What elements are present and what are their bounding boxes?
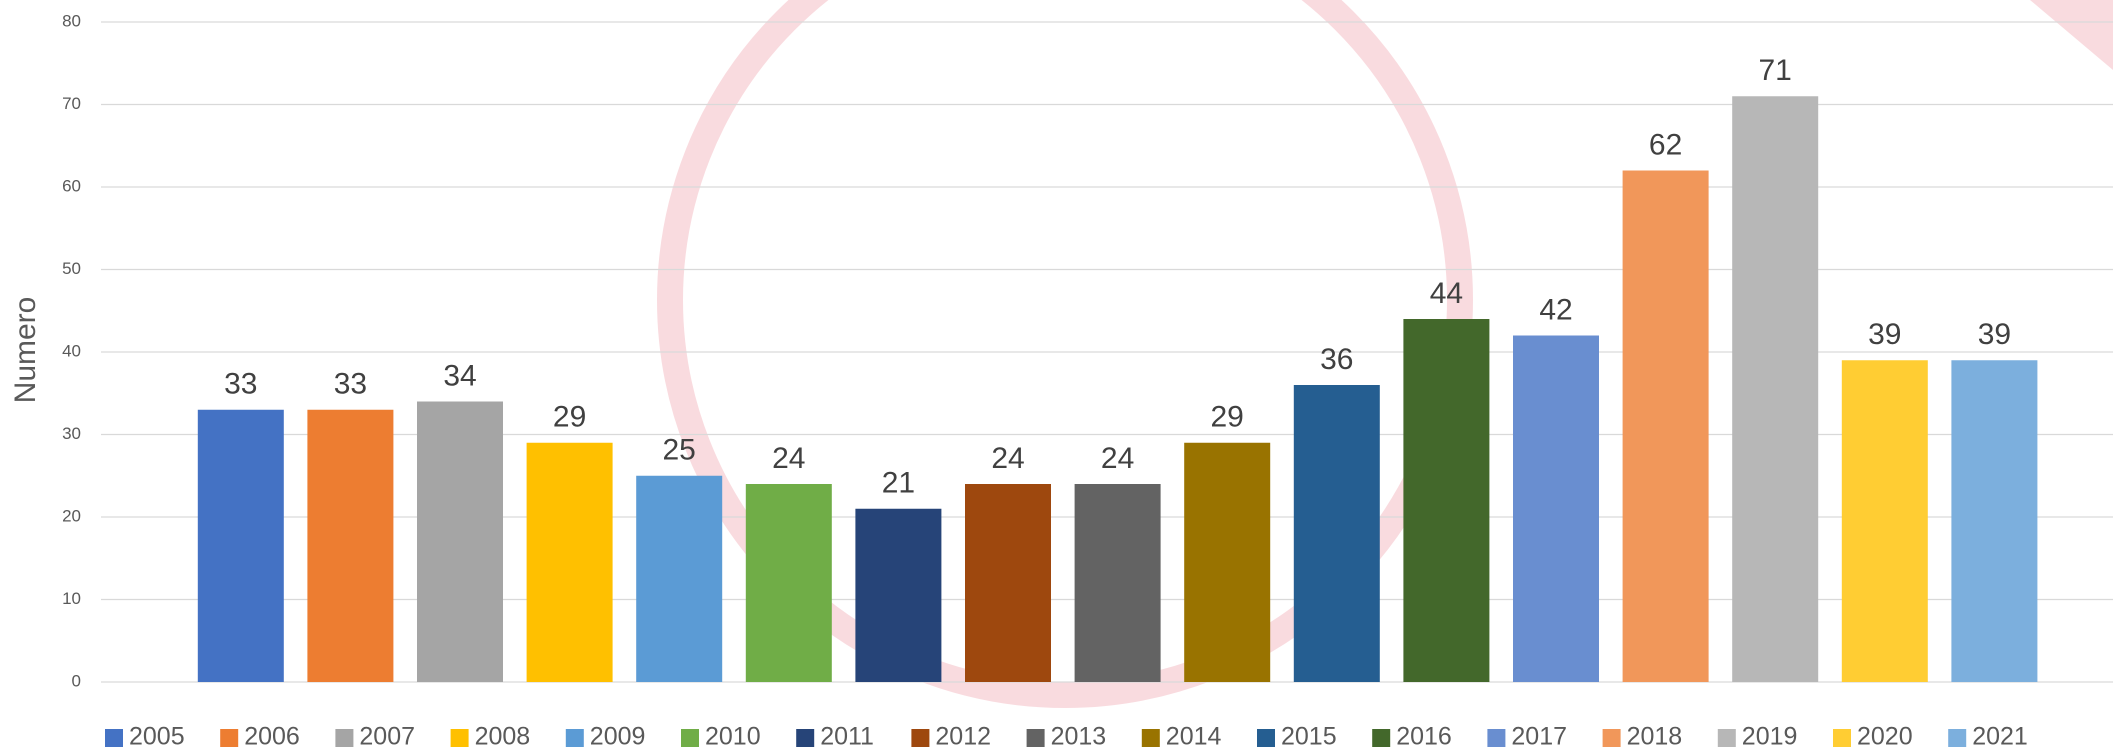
- bar: [1951, 360, 2037, 682]
- bar: [307, 410, 393, 682]
- legend-swatch: [681, 729, 699, 747]
- legend-label: 2008: [475, 723, 531, 751]
- legend-swatch: [1372, 729, 1390, 747]
- y-tick-label: 40: [62, 341, 81, 360]
- data-label: 42: [1539, 293, 1572, 326]
- legend-label: 2009: [590, 723, 646, 751]
- bar: [636, 476, 722, 682]
- data-label: 29: [1211, 401, 1244, 434]
- legend-swatch: [1718, 729, 1736, 747]
- data-label: 39: [1868, 318, 1901, 351]
- y-axis-label: Numero: [9, 297, 42, 404]
- data-label: 33: [224, 368, 257, 401]
- legend-label: 2006: [244, 723, 300, 751]
- bar: [1623, 171, 1709, 683]
- data-label: 34: [443, 359, 476, 392]
- bar: [855, 509, 941, 682]
- legend-label: 2007: [359, 723, 415, 751]
- data-label: 29: [553, 401, 586, 434]
- y-tick-label: 30: [62, 424, 81, 443]
- legend-label: 2017: [1511, 723, 1567, 751]
- data-label: 33: [334, 368, 367, 401]
- bar: [746, 484, 832, 682]
- legend-swatch: [1142, 729, 1160, 747]
- legend-label: 2019: [1742, 723, 1798, 751]
- bar: [1403, 319, 1489, 682]
- y-tick-label: 70: [62, 94, 81, 113]
- chart: Numero 0 10 20 30 40 50 60 70 80 33 2005 33 2006 34 20…: [0, 0, 2113, 752]
- data-label: 24: [772, 442, 805, 475]
- legend-label: 2014: [1166, 723, 1222, 751]
- legend-swatch: [1027, 729, 1045, 747]
- legend-swatch: [1948, 729, 1966, 747]
- legend-swatch: [1257, 729, 1275, 747]
- y-tick-label: 50: [62, 259, 81, 278]
- y-tick-label: 0: [72, 671, 81, 690]
- legend-label: 2010: [705, 723, 761, 751]
- bar: [1732, 96, 1818, 682]
- legend-label: 2016: [1396, 723, 1452, 751]
- bar: [198, 410, 284, 682]
- bar: [1294, 385, 1380, 682]
- legend-label: 2011: [820, 723, 874, 751]
- legend-label: 2020: [1857, 723, 1913, 751]
- legend-swatch: [911, 729, 929, 747]
- legend-swatch: [451, 729, 469, 747]
- legend-label: 2012: [935, 723, 991, 751]
- legend-swatch: [335, 729, 353, 747]
- data-label: 71: [1759, 54, 1792, 87]
- bar: [1842, 360, 1928, 682]
- bar: [1513, 336, 1599, 683]
- data-label: 44: [1430, 277, 1463, 310]
- legend-label: 2013: [1051, 723, 1107, 751]
- data-label: 24: [1101, 442, 1134, 475]
- y-tick-label: 20: [62, 506, 81, 525]
- y-tick-label: 80: [62, 11, 81, 30]
- legend-swatch: [220, 729, 238, 747]
- data-label: 36: [1320, 343, 1353, 376]
- legend-label: 2021: [1972, 723, 2028, 751]
- data-label: 39: [1978, 318, 2011, 351]
- legend-swatch: [566, 729, 584, 747]
- bar: [965, 484, 1051, 682]
- data-label: 62: [1649, 128, 1682, 161]
- legend-label: 2015: [1281, 723, 1337, 751]
- legend-swatch: [1833, 729, 1851, 747]
- legend-swatch: [796, 729, 814, 747]
- data-label: 25: [663, 434, 696, 467]
- y-tick-label: 60: [62, 176, 81, 195]
- data-label: 21: [882, 467, 915, 500]
- bar: [417, 402, 503, 683]
- bar: [1075, 484, 1161, 682]
- bar: [1184, 443, 1270, 682]
- data-label: 24: [991, 442, 1024, 475]
- bar: [527, 443, 613, 682]
- legend-label: 2018: [1627, 723, 1683, 751]
- legend-swatch: [1603, 729, 1621, 747]
- legend-label: 2005: [129, 723, 185, 751]
- legend-swatch: [1487, 729, 1505, 747]
- legend-swatch: [105, 729, 123, 747]
- y-tick-label: 10: [62, 589, 81, 608]
